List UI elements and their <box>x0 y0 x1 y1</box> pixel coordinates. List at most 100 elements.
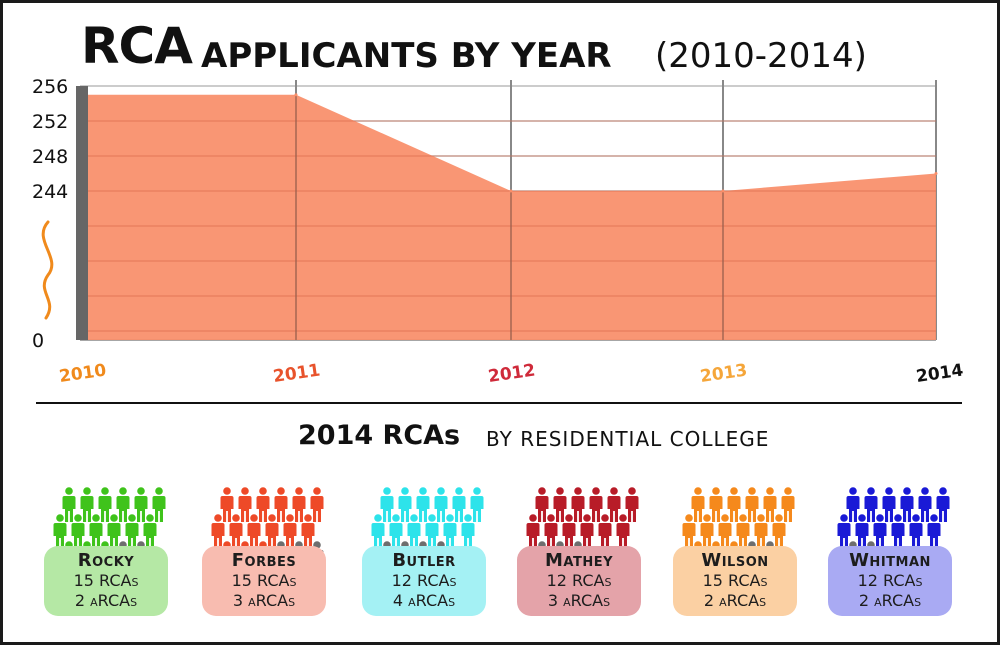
college-card: Rocky 15 RCAs 2 aRCAs <box>44 546 168 616</box>
rca-person-icon <box>936 487 950 522</box>
people-icon-grid <box>53 487 166 558</box>
rca-person-icon <box>443 514 457 549</box>
people-icon-grid <box>371 487 484 558</box>
rca-person-icon <box>781 487 795 522</box>
rca-count: 15 RCAs <box>231 571 297 590</box>
people-icon-grid <box>837 487 950 558</box>
rca-person-icon <box>89 514 103 549</box>
rca-person-icon <box>691 487 705 522</box>
rca-person-icon <box>80 487 94 522</box>
rca-person-icon <box>873 514 887 549</box>
rca-count: 12 RCAs <box>391 571 457 590</box>
college-card: Forbes 15 RCAs 3 aRCAs <box>202 546 326 616</box>
rca-person-icon <box>763 487 777 522</box>
rca-person-icon <box>229 514 243 549</box>
college-rocky: Rocky 15 RCAs 2 aRCAs <box>44 458 174 618</box>
rca-person-icon <box>846 487 860 522</box>
rca-person-icon <box>265 514 279 549</box>
rca-person-icon <box>607 487 621 522</box>
college-name: Butler <box>392 550 456 571</box>
college-butler: Butler 12 RCAs 4 aRCAs <box>362 458 492 618</box>
arca-count: 3 aRCAs <box>547 591 611 610</box>
rca-person-icon <box>927 514 941 549</box>
rca-person-icon <box>772 514 786 549</box>
rca-person-icon <box>274 487 288 522</box>
rca-person-icon <box>238 487 252 522</box>
rca-person-icon <box>53 514 67 549</box>
y-tick-label: 244 <box>32 181 68 203</box>
people-icon-grid <box>211 487 324 558</box>
rca-person-icon <box>682 514 696 549</box>
arca-count: 3 aRCAs <box>232 591 296 610</box>
y-tick-label: 252 <box>32 111 68 133</box>
rca-person-icon <box>247 514 261 549</box>
rca-person-icon <box>461 514 475 549</box>
rca-person-icon <box>452 487 466 522</box>
rca-person-icon <box>425 514 439 549</box>
rca-person-icon <box>434 487 448 522</box>
rca-person-icon <box>98 487 112 522</box>
rca-person-icon <box>407 514 421 549</box>
college-name: Rocky <box>77 550 135 571</box>
rca-person-icon <box>700 514 714 549</box>
college-card: Whitman 12 RCAs 2 aRCAs <box>828 546 952 616</box>
y-tick-label: 256 <box>32 76 68 98</box>
rca-person-icon <box>416 487 430 522</box>
x-tick-label: 2011 <box>272 361 322 387</box>
x-tick-label: 2014 <box>915 361 965 387</box>
chart-title-sub: APPLICANTS BY YEAR <box>201 36 612 76</box>
rca-person-icon <box>745 487 759 522</box>
rca-person-icon <box>616 514 630 549</box>
rca-person-icon <box>526 514 540 549</box>
rca-person-icon <box>900 487 914 522</box>
arca-count: 4 aRCAs <box>392 591 456 610</box>
college-name: Forbes <box>231 550 297 571</box>
rca-person-icon <box>220 487 234 522</box>
rca-person-icon <box>301 514 315 549</box>
rca-person-icon <box>71 514 85 549</box>
area-series <box>80 94 936 340</box>
college-mathey: Mathey 12 RCAs 3 aRCAs <box>517 458 647 618</box>
rca-person-icon <box>62 487 76 522</box>
college-whitman: Whitman 12 RCAs 2 aRCAs <box>828 458 958 618</box>
arca-count: 2 aRCAs <box>74 591 138 610</box>
rca-person-icon <box>855 514 869 549</box>
people-icon-grid <box>682 487 795 558</box>
rca-person-icon <box>398 487 412 522</box>
chart-title-main: RCA <box>81 17 193 75</box>
axis-break-squiggle <box>41 220 54 320</box>
rca-person-icon <box>380 487 394 522</box>
rca-person-icon <box>754 514 768 549</box>
rca-count: 12 RCAs <box>857 571 923 590</box>
rca-person-icon <box>256 487 270 522</box>
college-card: Wilson 15 RCAs 2 aRCAs <box>673 546 797 616</box>
y-axis-bar <box>76 86 88 340</box>
rca-person-icon <box>143 514 157 549</box>
y-tick-label: 248 <box>32 146 68 168</box>
college-name: Whitman <box>849 550 931 571</box>
rca-person-icon <box>909 514 923 549</box>
chart-title-range: (2010-2014) <box>655 36 867 76</box>
rca-count: 15 RCAs <box>73 571 139 590</box>
college-wilson: Wilson 15 RCAs 2 aRCAs <box>673 458 803 618</box>
college-card: Butler 12 RCAs 4 aRCAs <box>362 546 486 616</box>
rca-person-icon <box>535 487 549 522</box>
college-forbes: Forbes 15 RCAs 3 aRCAs <box>202 458 332 618</box>
section-title: 2014 RCAs <box>298 420 461 451</box>
rca-person-icon <box>152 487 166 522</box>
rca-person-icon <box>882 487 896 522</box>
rca-person-icon <box>310 487 324 522</box>
people-icon-grid <box>526 487 639 558</box>
arca-count: 2 aRCAs <box>703 591 767 610</box>
rca-person-icon <box>727 487 741 522</box>
rca-person-icon <box>125 514 139 549</box>
rca-person-icon <box>918 487 932 522</box>
rca-person-icon <box>580 514 594 549</box>
x-tick-label: 2012 <box>487 361 537 387</box>
rca-person-icon <box>589 487 603 522</box>
area-chart: 256 252 248 244 0 2010 2011 2012 2013 2014 <box>32 76 965 387</box>
rca-person-icon <box>718 514 732 549</box>
section-subtitle: BY RESIDENTIAL COLLEGE <box>486 427 770 451</box>
rca-person-icon <box>891 514 905 549</box>
rca-person-icon <box>553 487 567 522</box>
